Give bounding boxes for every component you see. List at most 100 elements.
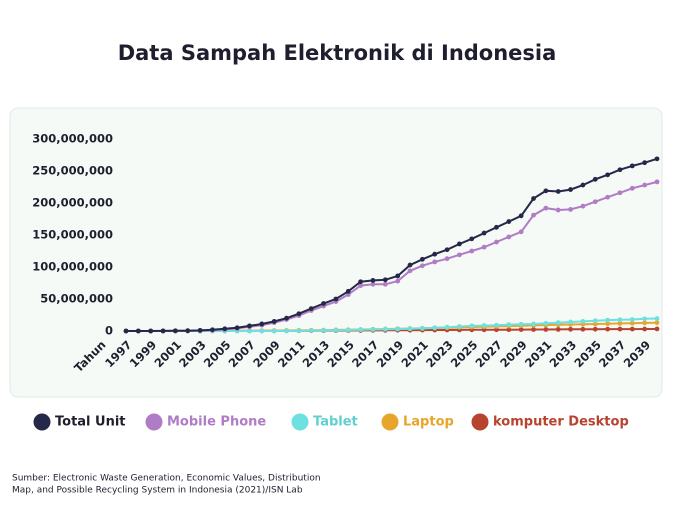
data-point — [185, 328, 191, 334]
y-tick-label: 50,000,000 — [40, 292, 113, 306]
data-point — [605, 317, 611, 323]
data-point — [296, 328, 302, 334]
data-point — [617, 167, 623, 173]
legend-label: Tablet — [313, 415, 358, 430]
data-point — [432, 251, 438, 257]
legend-label: Mobile Phone — [167, 415, 266, 430]
data-point — [457, 252, 462, 258]
data-point — [555, 207, 561, 213]
data-point — [160, 328, 166, 334]
data-point — [271, 328, 277, 334]
data-point — [370, 278, 376, 283]
data-point — [308, 306, 314, 311]
data-point — [148, 328, 154, 334]
data-point — [407, 262, 413, 268]
data-point — [481, 244, 487, 250]
data-point — [382, 281, 388, 287]
legend-marker — [381, 413, 399, 431]
y-tick-label: 200,000,000 — [32, 196, 113, 210]
data-point — [123, 328, 129, 334]
data-point — [197, 327, 203, 333]
data-point — [617, 317, 623, 323]
legend-marker — [471, 413, 489, 431]
data-point — [605, 172, 611, 178]
data-point — [395, 326, 401, 332]
data-point — [469, 236, 475, 242]
source: Sumber: Electronic Waste Generation, Eco… — [12, 474, 321, 484]
data-point — [642, 160, 648, 166]
legend-marker — [33, 413, 51, 431]
data-point — [580, 326, 586, 332]
data-point — [222, 326, 228, 332]
data-point — [531, 196, 536, 201]
data-point — [395, 278, 401, 284]
data-point — [654, 320, 660, 326]
data-point — [506, 322, 512, 327]
data-point — [247, 323, 252, 329]
data-point — [617, 326, 623, 332]
data-point — [382, 277, 388, 283]
data-point — [543, 320, 549, 326]
data-point — [555, 327, 561, 332]
legend-marker — [145, 413, 163, 431]
data-point — [469, 323, 475, 329]
data-point — [543, 188, 549, 194]
data-point — [469, 248, 475, 254]
data-point — [531, 212, 536, 218]
data-point — [284, 315, 289, 321]
data-point — [555, 320, 561, 326]
data-point — [555, 189, 561, 194]
data-point — [654, 326, 660, 332]
data-point — [531, 321, 536, 327]
source: Map, and Possible Recycling System in In… — [12, 486, 303, 496]
data-point — [247, 328, 252, 334]
y-tick-label: 100,000,000 — [32, 260, 113, 274]
data-point — [518, 321, 524, 327]
data-point — [592, 176, 598, 182]
data-point — [580, 319, 586, 324]
data-point — [345, 327, 351, 333]
data-point — [568, 187, 573, 192]
data-point — [531, 327, 536, 332]
data-point — [494, 224, 499, 230]
data-point — [419, 263, 425, 269]
data-point — [321, 301, 326, 306]
data-point — [494, 322, 499, 328]
data-point — [284, 328, 289, 334]
data-point — [271, 319, 277, 324]
data-point — [617, 190, 623, 196]
data-point — [296, 311, 302, 317]
data-point — [432, 325, 438, 331]
data-point — [234, 325, 240, 331]
data-point — [419, 326, 425, 331]
data-point — [617, 321, 623, 326]
y-tick-label: 300,000,000 — [32, 132, 113, 146]
data-point — [629, 317, 635, 322]
data-point — [605, 321, 611, 327]
data-point — [345, 288, 351, 294]
data-point — [494, 239, 499, 245]
data-point — [580, 182, 586, 188]
data-point — [506, 327, 512, 333]
data-point — [580, 203, 586, 209]
data-point — [654, 179, 660, 185]
data-point — [358, 279, 364, 285]
data-point — [605, 326, 611, 332]
data-point — [592, 318, 598, 324]
data-point — [481, 323, 487, 328]
data-point — [370, 281, 376, 287]
data-point — [481, 230, 487, 236]
data-point — [395, 273, 401, 279]
y-tick-label: 150,000,000 — [32, 228, 113, 242]
data-point — [444, 247, 450, 253]
data-point — [444, 256, 450, 262]
data-point — [506, 219, 512, 224]
data-point — [135, 328, 141, 334]
legend-label: komputer Desktop — [493, 415, 629, 430]
data-point — [419, 256, 425, 262]
data-point — [172, 328, 178, 334]
data-point — [259, 328, 265, 334]
data-point — [506, 234, 512, 240]
legend-marker — [291, 413, 309, 431]
